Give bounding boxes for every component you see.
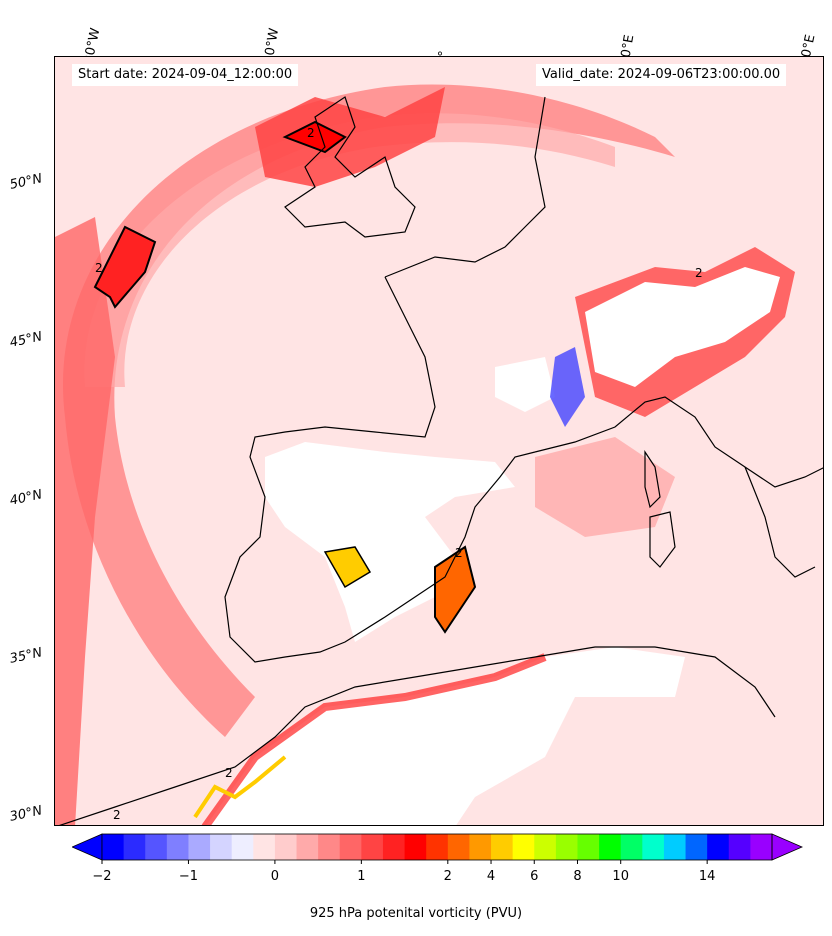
colorbar-tick-label: 0 [271, 869, 279, 884]
contour-label-britain: 2 [307, 126, 315, 140]
colorbar-cell [123, 834, 146, 860]
valid-date-label: Valid_date: 2024-09-06T23:00:00.00 [536, 64, 787, 86]
pv-field-map: 2 2 2 2 2 2 [55, 57, 823, 825]
colorbar-cell [469, 834, 492, 860]
colorbar-cell [231, 834, 254, 860]
colorbar-cell [296, 834, 319, 860]
colorbar-frame [101, 833, 773, 861]
colorbar-cell [620, 834, 643, 860]
colorbar-cell [274, 834, 298, 860]
colorbar-cell [491, 834, 514, 860]
pv-band-atlas-strong [193, 755, 287, 819]
coast-corsica [644, 450, 661, 509]
start-date-label: Start date: 2024-09-04_12:00:00 [72, 64, 299, 86]
colorbar-cell [339, 834, 362, 860]
contour-label-morocco: 2 [113, 808, 121, 822]
colorbar-cell [253, 834, 276, 860]
pv-band-atlas [201, 653, 547, 825]
colorbar-cell [512, 834, 535, 860]
colorbar-cell [210, 834, 233, 860]
colorbar-tick-label: −2 [92, 869, 111, 884]
coast-sardinia [649, 511, 676, 568]
terrain-mask-alps [585, 267, 780, 387]
contour-label-alps: 2 [695, 266, 703, 280]
colorbar-cell [534, 834, 557, 860]
terrain-mask-massif [495, 357, 555, 412]
colorbar-tick-label: 6 [530, 869, 538, 884]
colorbar-cell [447, 834, 470, 860]
contour-label-atlas: 2 [225, 766, 233, 780]
coast-france-north [384, 96, 546, 278]
colorbar-cell [707, 834, 730, 860]
coast-north-africa [59, 646, 776, 825]
pv-negative-alps [550, 347, 585, 427]
coast-italy-south [744, 466, 816, 578]
colorbar-arrow-max [771, 833, 804, 861]
pv-blob-atlantic [95, 227, 155, 307]
colorbar-tick-label: 1 [357, 869, 365, 884]
colorbar-cell [404, 834, 427, 860]
colorbar-cells [72, 833, 804, 861]
terrain-mask-iberia [265, 442, 515, 642]
colorbar-tick-label: 10 [612, 869, 629, 884]
pv-blob-spain-east [434, 545, 477, 634]
lat-label-45n: 45°N [8, 329, 44, 351]
coast-britain [284, 96, 416, 238]
colorbar-cell [166, 834, 189, 860]
colorbar-cell [599, 834, 622, 860]
contour-label-spain: 2 [455, 546, 463, 560]
colorbar-arrow-min [72, 833, 103, 861]
colorbar-cell [188, 834, 211, 860]
pv-contour-atlantic [93, 225, 157, 309]
coast-italy-north [534, 396, 823, 488]
coast-iberia [224, 276, 536, 663]
colorbar-cell [642, 834, 665, 860]
terrain-mask-atlas [206, 647, 685, 825]
lat-label-50n: 50°N [8, 171, 44, 193]
colorbar: −2 −1 0 1 2 4 6 8 10 14 [72, 833, 804, 884]
colorbar-cell [750, 834, 773, 860]
colorbar-tick-label: 8 [573, 869, 581, 884]
colorbar-cell [318, 834, 341, 860]
lat-label-35n: 35°N [8, 645, 44, 667]
pv-band-med [535, 437, 675, 537]
colorbar-label: 925 hPa potenital vorticity (PVU) [309, 906, 523, 921]
colorbar-tick-label: 2 [444, 869, 452, 884]
colorbar-ticks: −2 −1 0 1 2 4 6 8 10 14 [92, 860, 715, 884]
colorbar-tick-label: 14 [699, 869, 716, 884]
colorbar-cell [102, 834, 125, 860]
pv-west-edge [55, 217, 115, 825]
colorbar-cell [426, 834, 449, 860]
pv-blob-spain-south [323, 546, 372, 589]
colorbar-tick-label: −1 [179, 869, 198, 884]
colorbar-cell [685, 834, 708, 860]
colorbar-cell [555, 834, 578, 860]
lat-label-40n: 40°N [8, 487, 44, 509]
contour-label-atlantic: 2 [95, 261, 103, 275]
pv-arc-inner [84, 113, 616, 387]
lat-label-30n: 30°N [8, 803, 44, 825]
colorbar-cell [728, 834, 751, 860]
colorbar-cell [145, 834, 168, 860]
colorbar-cell [382, 834, 406, 860]
colorbar-cell [577, 834, 600, 860]
colorbar-tick-label: 4 [487, 869, 495, 884]
pv-contour-britain [282, 120, 347, 154]
colorbar-cell [663, 834, 687, 860]
pv-band-britain [255, 87, 445, 187]
colorbar-cell [361, 834, 384, 860]
map-panel: 2 2 2 2 2 2 [54, 56, 824, 826]
